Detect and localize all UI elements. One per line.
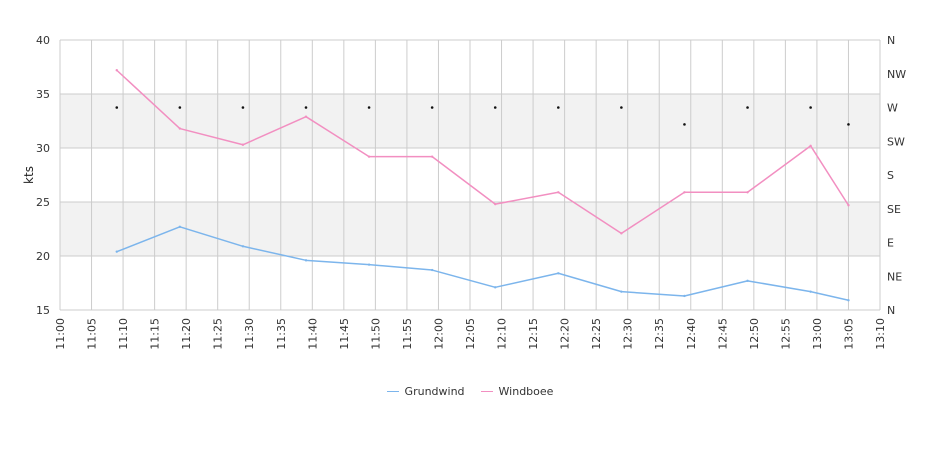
x-tick-label: 11:05 [86,318,99,350]
series-point-windboee [809,144,812,148]
y-tick-label: 15 [36,304,50,317]
series-layer [115,69,850,302]
series-point-windboee [241,143,245,146]
legend-swatch-windboee [480,391,493,392]
series-point-windboee [430,155,434,158]
direction-point [847,123,850,126]
x-tick-label: 11:45 [338,318,351,350]
x-tick-label: 12:15 [527,318,540,350]
series-point-grundwind [847,299,850,302]
direction-point [746,106,749,109]
direction-point [178,106,182,109]
vertical-gridlines [59,40,881,310]
x-tick-label: 12:50 [748,318,761,350]
series-point-grundwind [115,250,118,253]
x-tick-label: 13:00 [811,318,824,350]
direction-point [809,106,812,109]
series-point-windboee [557,191,560,194]
x-tick-label: 11:40 [306,318,319,350]
y-tick-label: 35 [36,88,50,101]
x-tick-label: 13:05 [842,318,855,350]
series-point-windboee [178,127,182,130]
x-tick-label: 11:10 [117,318,130,350]
x-tick-label: 11:15 [149,318,162,350]
direction-points [115,106,850,126]
direction-tick-label: NE [887,270,902,283]
x-tick-label: 12:40 [685,318,698,350]
horizontal-gridlines [60,39,880,311]
x-axis-tick-labels: 11:00 11:05 11:10 11:15 11:20 11:25 11:30 11:35… [54,318,887,350]
y-axis-label: kts [22,166,36,184]
x-tick-label: 12:20 [559,318,572,350]
x-tick-label: 12:35 [653,318,666,350]
direction-tick-label: NW [887,68,906,81]
series-point-windboee [304,115,308,118]
series-point-grundwind [683,294,686,298]
x-tick-label: 11:55 [401,318,414,350]
x-tick-label: 12:55 [779,318,792,350]
x-tick-label: 11:50 [369,318,382,350]
x-tick-label: 11:25 [212,318,225,350]
y-tick-label: 40 [36,34,50,47]
series-point-grundwind [557,272,560,275]
direction-point [304,106,308,109]
series-point-windboee [847,204,850,207]
legend-item-windboee[interactable]: Windboee [480,385,554,398]
y-tick-label: 20 [36,250,50,263]
x-tick-label: 12:30 [622,318,635,350]
series-point-windboee [746,191,749,194]
direction-point [683,123,686,126]
legend-label-windboee: Windboee [498,385,554,398]
series-point-windboee [683,191,686,194]
legend-swatch-grundwind [386,391,399,392]
y-tick-label: 30 [36,142,50,155]
series-point-windboee [494,202,497,206]
series-point-grundwind [241,245,245,248]
x-tick-label: 13:10 [874,318,887,350]
direction-tick-label: W [887,102,898,115]
series-point-grundwind [178,225,182,229]
x-tick-label: 11:35 [275,318,288,350]
series-point-grundwind [620,290,623,293]
series-point-grundwind [809,290,812,293]
y-tick-label: 25 [36,196,50,209]
series-point-windboee [620,232,623,235]
direction-tick-label: SW [887,135,905,148]
legend-label-grundwind: Grundwind [404,385,465,398]
x-tick-label: 12:25 [590,318,603,350]
direction-tick-label: E [887,237,894,250]
series-point-grundwind [304,259,308,262]
direction-tick-label: SE [887,203,901,216]
series-point-grundwind [494,286,497,289]
series-point-grundwind [367,263,371,266]
legend: Grundwind Windboee [0,385,940,398]
series-point-grundwind [430,268,434,272]
direction-tick-label: S [887,169,894,182]
direction-tick-label: N [887,304,895,317]
x-tick-label: 11:30 [243,318,256,350]
direction-point [367,106,371,109]
series-point-windboee [115,69,118,72]
x-tick-label: 11:00 [54,318,67,350]
x-tick-label: 12:45 [716,318,729,350]
series-point-grundwind [746,279,749,283]
y-axis-tick-labels: 15 20 25 30 35 40 [36,34,50,317]
series-point-windboee [367,155,371,158]
x-tick-label: 12:05 [464,318,477,350]
legend-item-grundwind[interactable]: Grundwind [386,385,465,398]
direction-axis-tick-labels: N NE E SE S SW W NW N [887,34,906,317]
direction-point [620,106,623,109]
x-tick-label: 12:00 [432,318,445,350]
x-tick-label: 11:20 [180,318,193,350]
x-tick-label: 12:10 [496,318,509,350]
direction-point [430,106,434,109]
direction-point [241,106,245,109]
direction-point [493,106,497,109]
direction-point [115,106,119,109]
direction-point [557,106,560,109]
direction-tick-label: N [887,34,895,47]
